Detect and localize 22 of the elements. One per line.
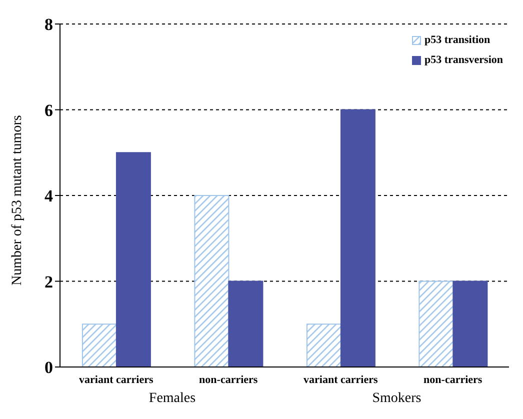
bar (228, 280, 264, 367)
text: Females (148, 391, 197, 407)
legend-label: p53 transversion (424, 54, 503, 66)
bar (116, 152, 151, 367)
legend-label: p53 transition (424, 34, 490, 46)
bar (452, 280, 488, 367)
y-tick-label: 6 (44, 100, 53, 120)
bar (194, 195, 230, 367)
bar (340, 109, 376, 367)
text: Smokers (371, 391, 422, 407)
x-tick-label: non-carriers (424, 374, 483, 386)
y-tick-label: 2 (44, 272, 53, 292)
y-axis-title: Number of p53 mutant tumors (10, 115, 25, 286)
bar (306, 324, 342, 367)
y-tick-label: 0 (44, 358, 53, 378)
bar (82, 324, 117, 367)
bar (418, 280, 454, 367)
y-tick-label: 8 (44, 15, 53, 34)
x-tick-label: variant carriers (79, 374, 154, 386)
y-tick-label: 4 (44, 186, 54, 206)
x-tick-label: variant carriers (304, 374, 378, 386)
x-tick-label: non-carriers (199, 374, 258, 386)
